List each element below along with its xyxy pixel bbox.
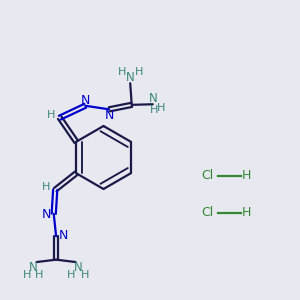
Text: H: H	[157, 103, 165, 113]
Text: H: H	[118, 67, 126, 77]
Text: Cl: Cl	[201, 206, 213, 220]
Text: H: H	[34, 270, 43, 280]
Text: H: H	[241, 206, 251, 220]
Text: H: H	[67, 270, 75, 280]
Text: N: N	[29, 261, 38, 274]
Text: N: N	[126, 71, 135, 84]
Text: H: H	[150, 105, 158, 115]
Text: H: H	[241, 169, 251, 182]
Text: Cl: Cl	[201, 169, 213, 182]
Text: N: N	[105, 110, 115, 122]
Text: H: H	[134, 67, 143, 77]
Text: N: N	[81, 94, 91, 107]
Text: N: N	[59, 229, 68, 242]
Text: N: N	[41, 208, 51, 221]
Text: H: H	[80, 270, 89, 280]
Text: H: H	[42, 182, 50, 192]
Text: N: N	[149, 92, 158, 105]
Text: N: N	[74, 261, 83, 274]
Text: H: H	[22, 270, 31, 280]
Text: H: H	[47, 110, 56, 120]
